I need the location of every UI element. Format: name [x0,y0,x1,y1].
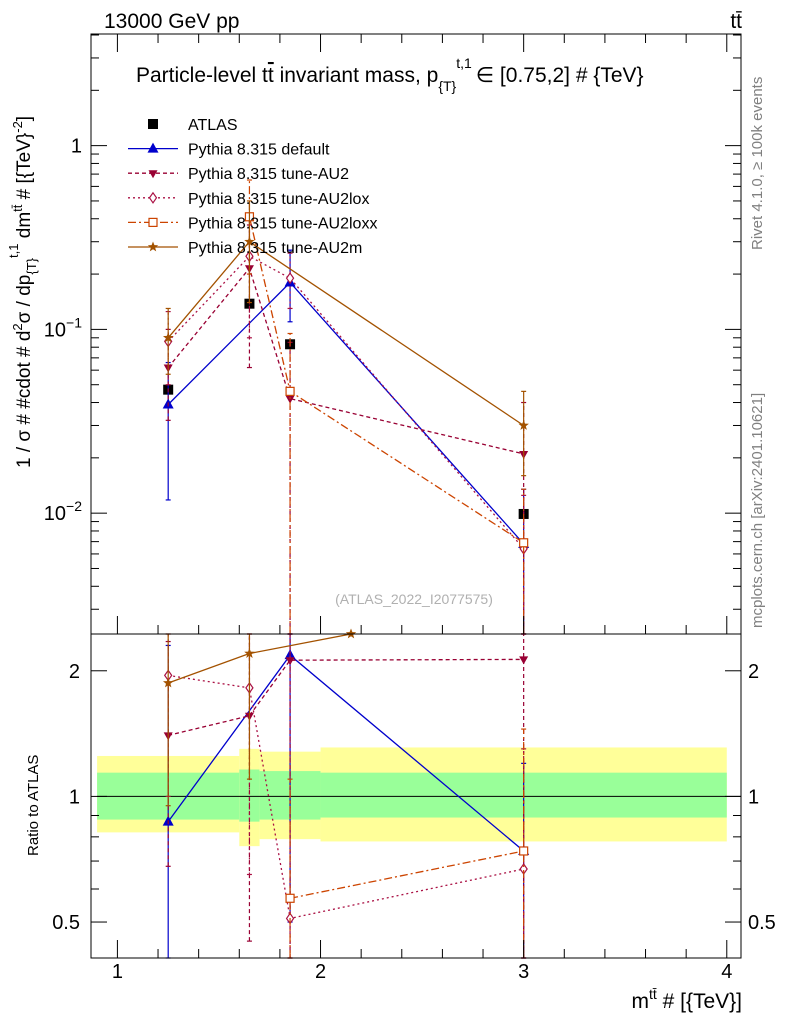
ratio-series [162,628,530,959]
mcplots-credit: mcplots.cern.ch [arXiv:2401.10621] [749,393,766,628]
ratio-panel: 2 2 1 1 0.5 0.5 1 2 3 4 Ratio to ATLAS mtt̄ # [{… [25,34,776,1013]
series-line [167,255,525,550]
series-pythia-8-315-tune-au2m [163,200,529,477]
x-tick-label: 2 [315,961,326,983]
header-collision: 13000 GeV pp [104,10,239,33]
main-panel: 1 10−1 10−2 Particle-level tt invariant ma… [6,33,742,635]
data-point [285,395,295,404]
ratio-y-tick-label-right: 0.5 [748,912,776,934]
series-line [167,281,525,545]
main-series [162,179,530,635]
x-tick-label: 3 [518,961,529,983]
legend-label: Pythia 8.315 tune-AU2loxx [188,215,377,232]
ratio-y-axis-label: Ratio to ATLAS [25,755,42,856]
x-tick-label: 1 [112,961,123,983]
band-inner [239,769,260,822]
header-process: tt̄ [730,10,742,33]
title-sub: {T} [438,78,456,94]
main-title: Particle-level tt invariant mass, p{T}t,… [136,55,644,94]
data-point [285,386,295,396]
data-point [285,893,295,903]
series-line [167,240,525,427]
series-line [167,633,352,684]
title-mid: invariant mass, p [274,64,439,87]
legend-marker [148,170,158,179]
main-y-axis-label: 1 / σ # #cdot # d2σ / dp{T}t,1 dmtt̄ # [… [6,116,39,468]
data-point [163,332,174,343]
data-point [244,236,255,247]
title-pre: Particle-level t [136,64,268,87]
ratio-y-tick-label-right: 1 [748,786,759,808]
data-point [285,272,295,285]
legend-marker [148,217,158,227]
legend-item: Pythia 8.315 tune-AU2 [128,166,349,183]
ratio-y-tick-label-left: 0.5 [52,912,80,934]
title-post: ∈ [0.75,2] # {TeV} [476,64,644,87]
legend-label: ATLAS [188,117,238,134]
series-pythia-8-315-tune-au2 [163,224,529,635]
x-axis-label: mtt̄ # [{TeV}] [631,986,742,1013]
ratio-y-tick-label-left: 1 [69,786,80,808]
series-line [168,658,524,737]
legend-marker [148,191,158,204]
data-point [519,846,529,856]
y-tick-label: 10−2 [44,498,82,525]
ratio-y-ticks: 2 2 1 1 0.5 0.5 [52,661,776,934]
legend-marker [148,119,158,129]
legend-marker [147,241,159,252]
y-tick-label: 10−1 [44,314,82,341]
legend: ATLAS Pythia 8.315 default Pythia 8.315 tu… [128,117,377,257]
ratio-y-tick-label-left: 2 [69,661,80,683]
legend-item: Pythia 8.315 tune-AU2m [128,240,362,257]
rivet-version: Rivet 4.1.0, ≥ 100k events [749,77,766,250]
data-point [518,420,529,430]
data-point [345,628,357,639]
main-y-ticks: 1 10−1 10−2 [44,34,741,610]
legend-label: Pythia 8.315 tune-AU2 [188,166,349,183]
legend-marker [147,142,159,153]
series-line [289,850,524,899]
series-atlas [163,298,529,519]
data-point [519,538,529,548]
legend-item: Pythia 8.315 default [128,142,330,159]
legend-item: ATLAS [148,117,238,134]
ratio-x-ticks: 1 2 3 4 [112,34,732,983]
title-tbar: t [268,64,274,87]
data-point [519,656,529,665]
legend-label: Pythia 8.315 tune-AU2lox [188,191,369,208]
series-line [168,674,524,920]
y-tick-label: 1 [71,136,82,158]
analysis-watermark: (ATLAS_2022_I2077575) [335,591,493,607]
ratio-y-tick-label-right: 2 [748,661,759,683]
x-tick-label: 4 [721,961,732,983]
series-pythia-8-315-tune-au2loxx [285,728,529,959]
data-point [163,677,174,688]
legend-item: Pythia 8.315 tune-AU2loxx [128,215,377,232]
series-line [167,266,524,455]
legend-label: Pythia 8.315 tune-AU2m [188,240,362,257]
data-point [244,648,255,658]
title-sup: t,1 [456,55,472,71]
legend-label: Pythia 8.315 default [188,142,330,159]
legend-item: Pythia 8.315 tune-AU2lox [128,191,369,208]
